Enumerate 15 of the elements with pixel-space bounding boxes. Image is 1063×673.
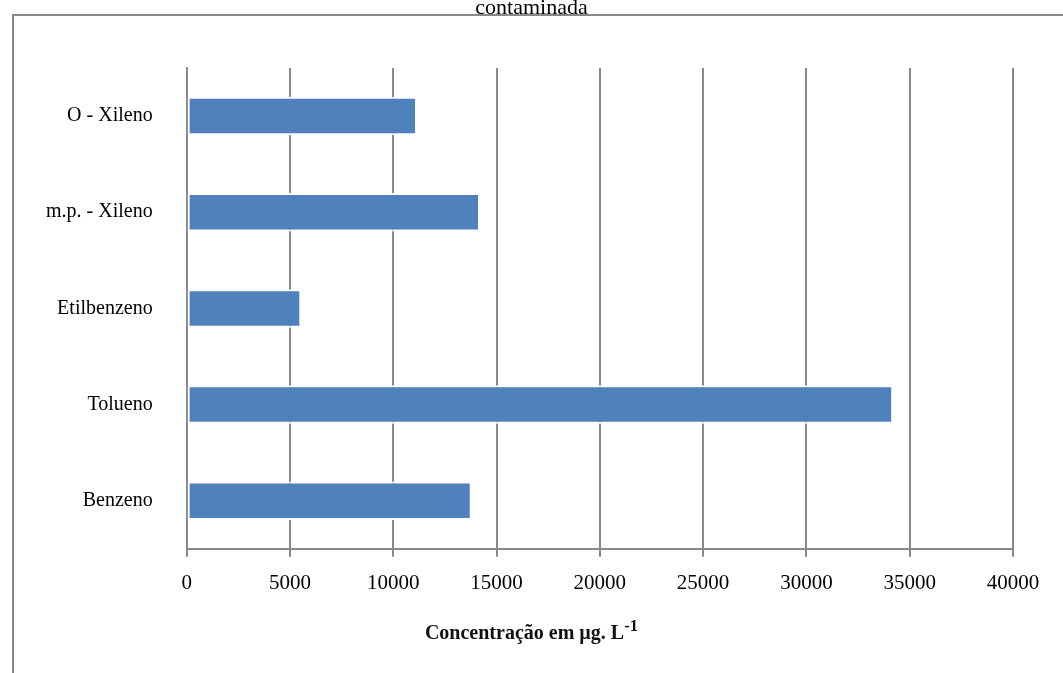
x-axis-title: Concentração em µg. L$^{-1}$ (423, 616, 640, 644)
y-tick-label: Benzeno (82, 487, 153, 510)
x-tick-label: 25000 (676, 569, 730, 594)
x-tick-label: 10000 (366, 569, 420, 594)
x-tick-label: 30000 (780, 569, 833, 594)
x-tick-label: 15000 (470, 569, 523, 594)
x-tick-label: 35000 (883, 569, 936, 594)
x-tick-label: 40000 (986, 569, 1040, 594)
x-tick-label: 5000 (268, 569, 311, 594)
x-tick-label: 20000 (573, 569, 627, 594)
y-tick-label: Tolueno (87, 391, 153, 414)
y-tick-label: O - Xileno (67, 103, 153, 126)
y-tick-label: Etilbenzeno (57, 295, 153, 318)
x-tick-label: 0 (181, 569, 192, 594)
y-tick-label: m.p. - Xileno (45, 199, 153, 223)
